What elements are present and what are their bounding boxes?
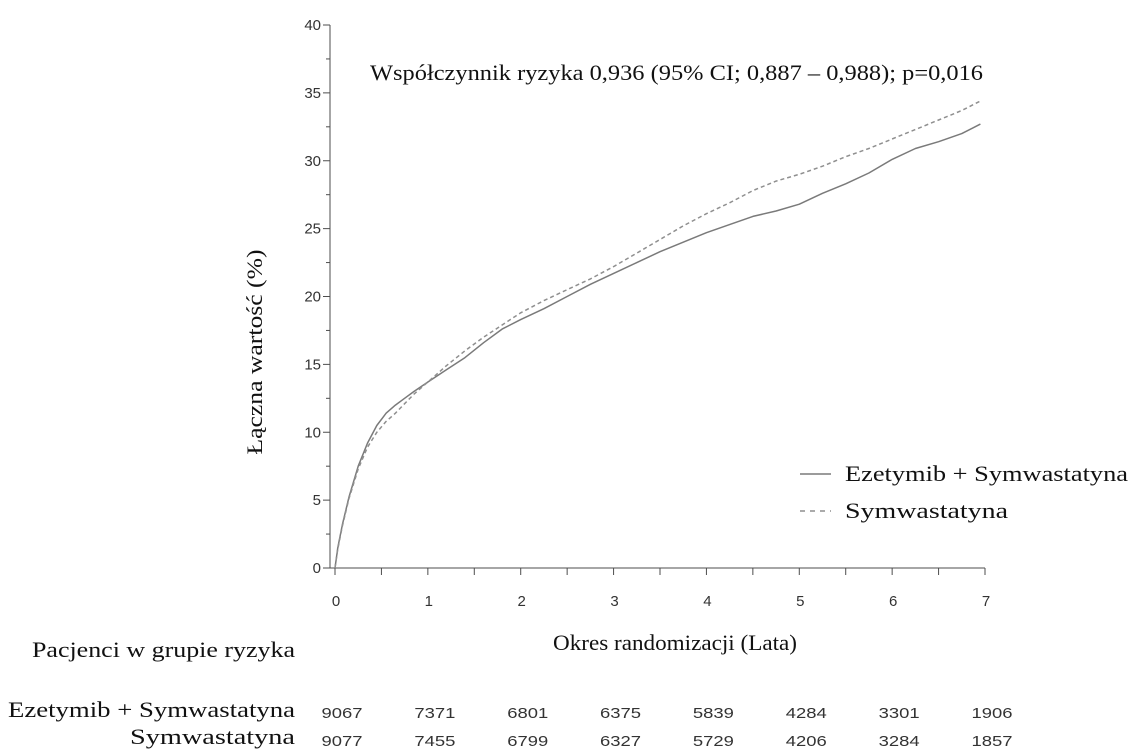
y-tick-label: 20 <box>304 289 321 306</box>
x-tick-label: 6 <box>889 593 897 610</box>
at-risk-count: 9077 <box>322 733 363 750</box>
x-axis-title: Okres randomizacji (Lata) <box>553 630 797 655</box>
series-line-symwastatyna <box>334 100 981 569</box>
x-tick-label: 3 <box>610 593 618 610</box>
y-tick-label: 25 <box>304 221 321 238</box>
x-tick-label: 2 <box>518 593 526 610</box>
at-risk-count: 5729 <box>693 733 734 750</box>
at-risk-count: 6801 <box>507 705 548 722</box>
axes: 0 5 10 15 20 25 30 35 40 0 1 2 3 4 5 6 7 <box>304 17 990 610</box>
at-risk-count: 9067 <box>322 705 363 722</box>
at-risk-table: Pacjenci w grupie ryzyka Ezetymib + Symw… <box>8 637 1013 750</box>
at-risk-count: 6327 <box>600 733 641 750</box>
at-risk-count: 7455 <box>414 733 455 750</box>
at-risk-count: 5839 <box>693 705 734 722</box>
legend: Ezetymib + Symwastatyna Symwastatyna <box>800 461 1128 523</box>
at-risk-count: 7371 <box>414 705 455 722</box>
at-risk-count: 4284 <box>786 705 827 722</box>
y-tick-label: 5 <box>313 492 321 509</box>
at-risk-count: 6375 <box>600 705 641 722</box>
at-risk-row-label: Ezetymib + Symwastatyna <box>8 697 295 722</box>
at-risk-count: 6799 <box>507 733 548 750</box>
x-tick-label: 0 <box>332 593 340 610</box>
at-risk-count: 1906 <box>972 705 1013 722</box>
series-line-ezetymib-symwastatyna <box>334 123 981 569</box>
y-axis-title: Łączna wartość (%) <box>242 250 267 455</box>
legend-label: Symwastatyna <box>845 498 1008 523</box>
x-tick-label: 5 <box>796 593 804 610</box>
at-risk-count: 4206 <box>786 733 827 750</box>
y-tick-label: 10 <box>304 424 321 441</box>
at-risk-title: Pacjenci w grupie ryzyka <box>32 637 295 662</box>
hazard-ratio-annotation: Współczynnik ryzyka 0,936 (95% CI; 0,887… <box>370 60 983 85</box>
y-tick-label: 15 <box>304 356 321 373</box>
at-risk-count: 1857 <box>972 733 1013 750</box>
at-risk-row-label: Symwastatyna <box>130 724 295 749</box>
plot-lines <box>334 100 981 569</box>
at-risk-count: 3301 <box>879 705 920 722</box>
x-tick-label: 7 <box>982 593 990 610</box>
legend-label: Ezetymib + Symwastatyna <box>845 461 1128 486</box>
y-tick-label: 30 <box>304 153 321 170</box>
at-risk-count: 3284 <box>879 733 920 750</box>
y-tick-label: 40 <box>304 17 321 34</box>
x-tick-label: 1 <box>425 593 433 610</box>
x-tick-label: 4 <box>703 593 711 610</box>
y-tick-label: 0 <box>313 560 321 577</box>
at-risk-counts: 9067 7371 6801 6375 5839 4284 3301 1906 9077 7455… <box>322 705 1013 750</box>
y-tick-label: 35 <box>304 85 321 102</box>
